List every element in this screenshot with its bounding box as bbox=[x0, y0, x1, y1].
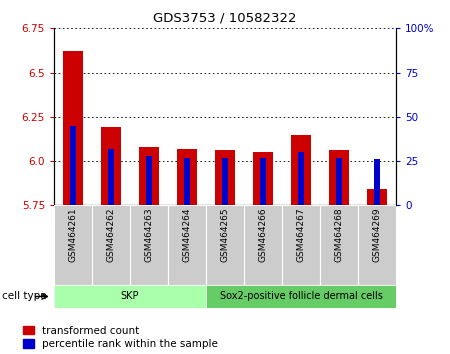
Bar bbox=[63, 51, 83, 205]
Bar bbox=[252, 152, 274, 205]
Bar bbox=[168, 205, 206, 285]
Bar bbox=[70, 126, 76, 205]
Text: GSM464265: GSM464265 bbox=[220, 208, 230, 262]
Bar bbox=[100, 127, 122, 205]
Text: GSM464268: GSM464268 bbox=[334, 208, 343, 262]
Bar bbox=[146, 156, 152, 205]
Text: cell type: cell type bbox=[2, 291, 47, 302]
Text: GSM464264: GSM464264 bbox=[183, 208, 192, 262]
Bar bbox=[328, 150, 350, 205]
Text: GSM464261: GSM464261 bbox=[68, 208, 77, 262]
Text: GSM464262: GSM464262 bbox=[107, 208, 116, 262]
Bar bbox=[108, 149, 114, 205]
Text: GSM464263: GSM464263 bbox=[144, 208, 153, 262]
Bar bbox=[244, 205, 282, 285]
Text: GSM464267: GSM464267 bbox=[297, 208, 306, 262]
Text: GSM464269: GSM464269 bbox=[373, 208, 382, 262]
Bar bbox=[176, 149, 198, 205]
Bar bbox=[298, 152, 304, 205]
Bar bbox=[291, 135, 311, 205]
Bar bbox=[320, 205, 358, 285]
Bar bbox=[206, 205, 244, 285]
Text: GSM464266: GSM464266 bbox=[258, 208, 267, 262]
Text: SKP: SKP bbox=[121, 291, 139, 302]
Bar bbox=[206, 285, 396, 308]
Bar bbox=[222, 158, 228, 205]
Bar bbox=[260, 158, 266, 205]
Bar bbox=[139, 147, 159, 205]
Bar bbox=[130, 205, 168, 285]
Bar bbox=[336, 158, 342, 205]
Bar bbox=[184, 158, 190, 205]
Bar bbox=[282, 205, 320, 285]
Title: GDS3753 / 10582322: GDS3753 / 10582322 bbox=[153, 11, 297, 24]
Text: Sox2-positive follicle dermal cells: Sox2-positive follicle dermal cells bbox=[220, 291, 382, 302]
Legend: transformed count, percentile rank within the sample: transformed count, percentile rank withi… bbox=[23, 326, 218, 349]
Bar bbox=[92, 205, 130, 285]
Bar bbox=[54, 205, 92, 285]
Bar bbox=[374, 159, 380, 205]
Bar bbox=[367, 189, 387, 205]
Bar bbox=[358, 205, 396, 285]
Bar bbox=[215, 150, 235, 205]
Bar bbox=[54, 285, 206, 308]
